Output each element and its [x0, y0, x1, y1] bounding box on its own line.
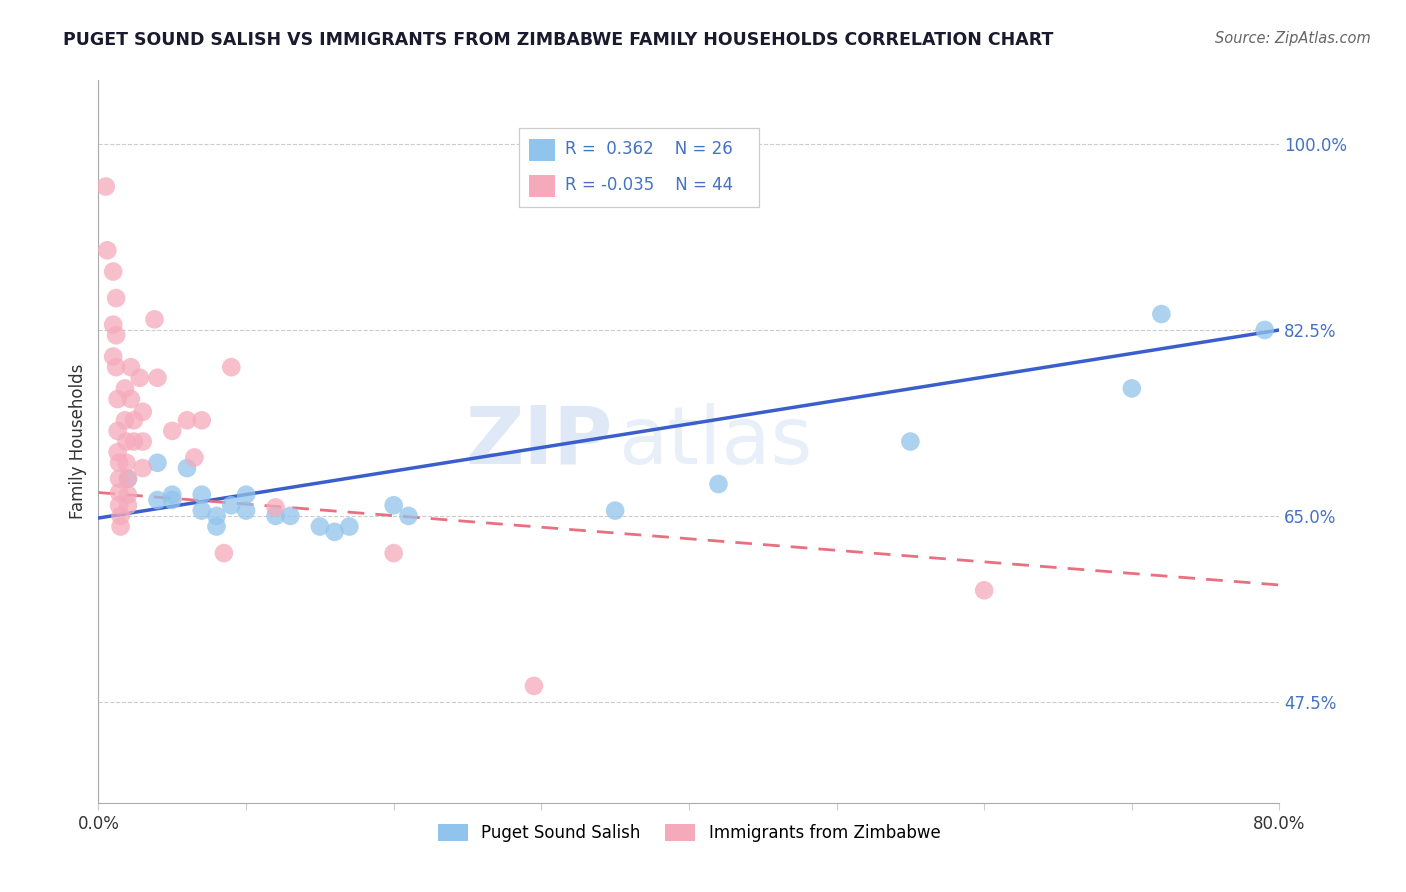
- Text: PUGET SOUND SALISH VS IMMIGRANTS FROM ZIMBABWE FAMILY HOUSEHOLDS CORRELATION CHA: PUGET SOUND SALISH VS IMMIGRANTS FROM ZI…: [63, 31, 1053, 49]
- Point: [115, 434, 138, 449]
- Text: R =  0.362    N = 26: R = 0.362 N = 26: [565, 140, 733, 158]
- Point: [162, 493, 183, 508]
- Point: [146, 456, 169, 470]
- Point: [115, 456, 138, 470]
- Point: [146, 493, 169, 508]
- Point: [398, 508, 420, 523]
- Point: [108, 498, 131, 512]
- Point: [132, 405, 155, 419]
- Point: [973, 583, 995, 598]
- Point: [235, 503, 257, 517]
- Point: [146, 371, 169, 385]
- Point: [117, 488, 139, 502]
- Point: [105, 291, 128, 305]
- Point: [523, 679, 546, 693]
- Text: atlas: atlas: [619, 402, 813, 481]
- Point: [107, 424, 129, 438]
- Point: [183, 450, 205, 465]
- Point: [114, 413, 136, 427]
- Point: [221, 360, 243, 375]
- Point: [103, 350, 125, 364]
- Point: [128, 371, 150, 385]
- Point: [117, 472, 139, 486]
- Point: [264, 500, 287, 515]
- FancyBboxPatch shape: [529, 175, 555, 197]
- Point: [176, 461, 198, 475]
- Point: [280, 508, 302, 523]
- Point: [105, 360, 128, 375]
- Point: [103, 318, 125, 332]
- Point: [264, 508, 287, 523]
- Point: [122, 413, 145, 427]
- Point: [323, 524, 346, 539]
- Point: [108, 485, 131, 500]
- Point: [120, 360, 142, 375]
- Point: [110, 508, 132, 523]
- Point: [107, 392, 129, 406]
- Point: [382, 498, 405, 512]
- Point: [117, 498, 139, 512]
- Point: [205, 519, 228, 533]
- Point: [382, 546, 405, 560]
- Point: [235, 488, 257, 502]
- Point: [122, 434, 145, 449]
- Point: [132, 434, 155, 449]
- Point: [96, 244, 118, 258]
- Point: [605, 503, 627, 517]
- Point: [162, 424, 183, 438]
- Point: [108, 456, 131, 470]
- Point: [103, 264, 125, 278]
- Text: R = -0.035    N = 44: R = -0.035 N = 44: [565, 176, 733, 194]
- Point: [117, 472, 139, 486]
- Point: [162, 488, 183, 502]
- Point: [120, 392, 142, 406]
- Point: [191, 413, 214, 427]
- Point: [143, 312, 166, 326]
- Point: [110, 519, 132, 533]
- Point: [108, 472, 131, 486]
- Point: [105, 328, 128, 343]
- Point: [1150, 307, 1173, 321]
- FancyBboxPatch shape: [529, 138, 555, 161]
- Point: [309, 519, 332, 533]
- Point: [212, 546, 235, 560]
- Point: [94, 179, 117, 194]
- Legend: Puget Sound Salish, Immigrants from Zimbabwe: Puget Sound Salish, Immigrants from Zimb…: [430, 817, 948, 848]
- Point: [707, 477, 730, 491]
- Point: [339, 519, 361, 533]
- Text: ZIP: ZIP: [465, 402, 612, 481]
- Point: [1254, 323, 1277, 337]
- Point: [900, 434, 922, 449]
- Point: [1121, 381, 1143, 395]
- Y-axis label: Family Households: Family Households: [69, 364, 87, 519]
- Point: [107, 445, 129, 459]
- Point: [191, 503, 214, 517]
- Point: [114, 381, 136, 395]
- Text: Source: ZipAtlas.com: Source: ZipAtlas.com: [1215, 31, 1371, 46]
- Point: [221, 498, 243, 512]
- Point: [205, 508, 228, 523]
- Point: [191, 488, 214, 502]
- Point: [176, 413, 198, 427]
- Point: [132, 461, 155, 475]
